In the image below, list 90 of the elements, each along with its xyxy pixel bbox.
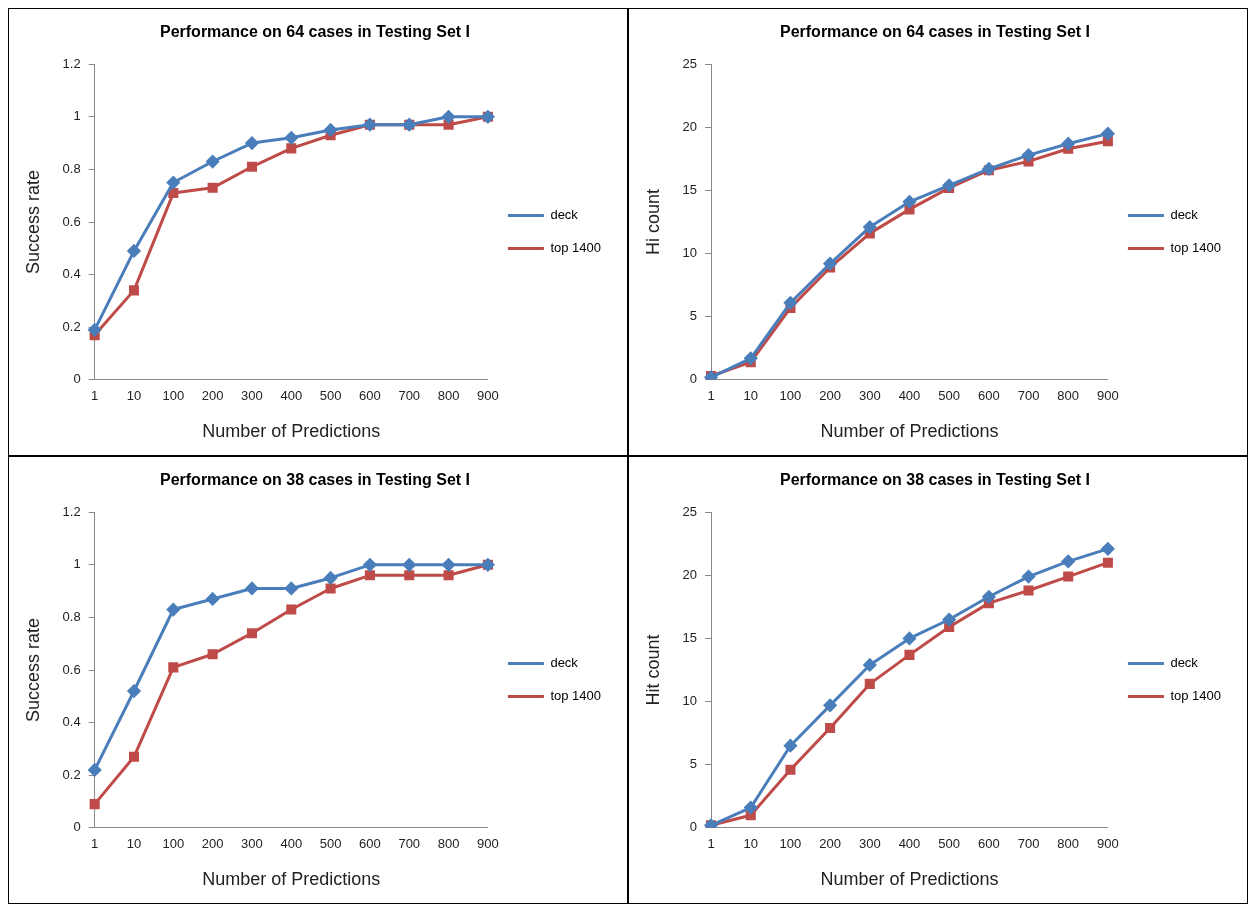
x-tick-label: 1 <box>91 388 99 404</box>
x-tick-label: 900 <box>477 836 499 852</box>
y-tick-label: 15 <box>682 630 698 646</box>
y-tick-label: 10 <box>682 693 698 709</box>
x-tick-label: 500 <box>319 836 342 852</box>
y-tick-label: 0.4 <box>62 714 81 730</box>
x-tick-label: 500 <box>938 836 961 852</box>
y-tick-label: 20 <box>682 566 698 582</box>
y-tick-label: 0.6 <box>62 213 81 229</box>
y-tick-label: 1.2 <box>62 503 81 519</box>
y-tick-label: 25 <box>682 55 698 71</box>
x-tick-label: 10 <box>126 836 142 852</box>
legend-label: top 1400 <box>550 240 602 256</box>
y-tick-label: 0 <box>689 819 698 835</box>
chart-title: Performance on 38 cases in Testing Set I <box>159 471 471 489</box>
x-tick-label: 500 <box>938 388 961 404</box>
y-tick-label: 0.8 <box>62 160 81 176</box>
x-tick-label: 400 <box>898 388 921 404</box>
x-tick-label: 800 <box>1057 836 1080 852</box>
x-tick-label: 100 <box>779 836 802 852</box>
x-tick-label: 300 <box>241 388 263 404</box>
x-tick-label: 100 <box>162 836 185 852</box>
x-tick-label: 200 <box>201 836 224 852</box>
x-tick-label: 300 <box>858 836 881 852</box>
x-tick-label: 10 <box>743 836 758 852</box>
legend-label: deck <box>550 207 579 223</box>
x-tick-label: 100 <box>162 388 185 404</box>
x-tick-label: 800 <box>1057 388 1080 404</box>
x-axis-title: Number of Predictions <box>820 421 999 442</box>
y-tick-label: 1 <box>73 108 81 124</box>
x-axis-title: Number of Predictions <box>202 421 381 442</box>
x-tick-label: 10 <box>126 388 142 404</box>
y-tick-label: 1.2 <box>62 55 81 71</box>
x-tick-label: 200 <box>201 388 224 404</box>
x-tick-label: 900 <box>477 388 499 404</box>
legend-label: top 1400 <box>550 688 602 704</box>
y-tick-label: 0.8 <box>62 608 81 624</box>
x-tick-label: 700 <box>398 836 421 852</box>
y-tick-label: 5 <box>689 756 698 772</box>
x-tick-label: 900 <box>1097 388 1119 404</box>
y-tick-label: 0 <box>73 371 81 387</box>
y-tick-label: 1 <box>73 556 81 572</box>
x-tick-label: 900 <box>1097 836 1119 852</box>
y-tick-label: 25 <box>682 503 698 519</box>
y-axis-title: Hit count <box>642 634 663 706</box>
x-tick-label: 700 <box>1017 388 1040 404</box>
x-tick-label: 600 <box>977 836 1000 852</box>
x-axis-title: Number of Predictions <box>202 869 381 890</box>
legend-label: deck <box>1170 207 1199 223</box>
y-tick-label: 20 <box>682 118 698 134</box>
x-tick-label: 100 <box>779 388 802 404</box>
y-axis-title: Success rate <box>22 169 43 275</box>
x-tick-label: 800 <box>437 836 460 852</box>
x-tick-label: 200 <box>819 836 841 852</box>
y-tick-label: 0.2 <box>62 318 81 334</box>
y-tick-label: 15 <box>682 182 698 198</box>
x-axis-title: Number of Predictions <box>820 869 999 890</box>
legend-label: deck <box>1170 655 1199 671</box>
y-tick-label: 5 <box>689 308 698 324</box>
x-tick-label: 600 <box>359 388 381 404</box>
x-tick-label: 1 <box>707 836 715 852</box>
x-tick-label: 300 <box>241 836 263 852</box>
x-tick-label: 700 <box>398 388 421 404</box>
x-tick-label: 200 <box>819 388 841 404</box>
x-tick-label: 400 <box>898 836 921 852</box>
y-tick-label: 10 <box>682 245 698 261</box>
x-tick-label: 600 <box>359 836 381 852</box>
x-tick-label: 1 <box>707 388 715 404</box>
chart-title: Performance on 38 cases in Testing Set I <box>779 471 1091 489</box>
legend-label: top 1400 <box>1170 240 1222 256</box>
y-axis-title: Success rate <box>22 617 43 723</box>
x-tick-label: 600 <box>977 388 1000 404</box>
chart-title: Performance on 64 cases in Testing Set I <box>159 23 471 41</box>
chart-title: Performance on 64 cases in Testing Set I <box>779 23 1091 41</box>
x-tick-label: 400 <box>280 388 303 404</box>
y-tick-label: 0.4 <box>62 266 81 282</box>
x-tick-label: 400 <box>280 836 303 852</box>
x-tick-label: 300 <box>858 388 881 404</box>
y-tick-label: 0 <box>689 371 698 387</box>
x-tick-label: 800 <box>437 388 460 404</box>
x-tick-label: 10 <box>743 388 758 404</box>
x-tick-label: 700 <box>1017 836 1040 852</box>
y-tick-label: 0.6 <box>62 661 81 677</box>
y-axis-title: Hi count <box>642 188 663 256</box>
legend-label: top 1400 <box>1170 688 1222 704</box>
y-tick-label: 0.2 <box>62 766 81 782</box>
x-tick-label: 1 <box>91 836 99 852</box>
x-tick-label: 500 <box>319 388 342 404</box>
legend-label: deck <box>550 655 579 671</box>
y-tick-label: 0 <box>73 819 81 835</box>
